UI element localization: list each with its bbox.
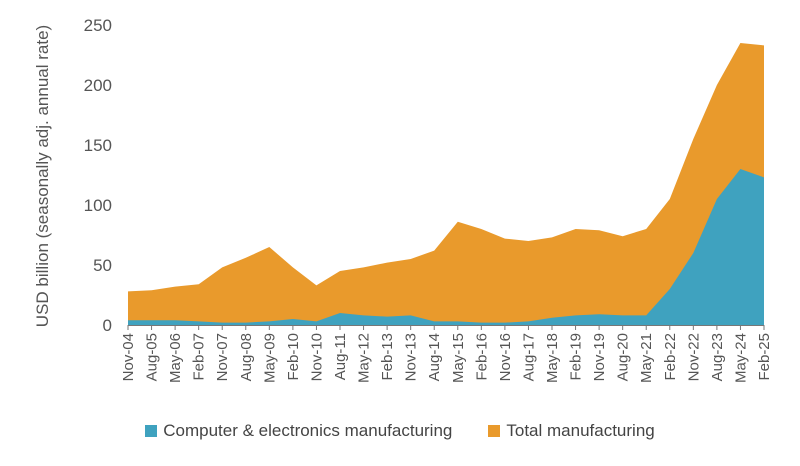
x-tick-label: May-12 <box>356 333 373 383</box>
area-computer-electronics <box>128 169 764 325</box>
x-tick-label: Aug-17 <box>520 333 537 381</box>
x-tick-label: Feb-22 <box>662 333 679 381</box>
x-tick-label: Aug-14 <box>426 333 443 381</box>
x-tick-label: Nov-16 <box>497 333 514 381</box>
x-tick-label: May-09 <box>261 333 278 383</box>
x-tick-label: Feb-07 <box>191 333 208 381</box>
x-tick-label: Feb-10 <box>285 333 302 381</box>
x-tick-label: Nov-10 <box>308 333 325 381</box>
x-tick-label: May-24 <box>732 333 749 383</box>
x-tick-label: Aug-20 <box>615 333 632 381</box>
x-tick-label: Aug-05 <box>144 333 161 381</box>
x-tick-label: Feb-13 <box>379 333 396 381</box>
x-tick-label: Nov-22 <box>685 333 702 381</box>
x-tick-label: Nov-04 <box>120 333 137 381</box>
legend-label-total: Total manufacturing <box>506 421 655 440</box>
y-tick-label: 0 <box>103 316 112 335</box>
y-axis-label: USD billion (seasonally adj. annual rate… <box>33 25 52 327</box>
y-tick-label: 250 <box>84 16 112 35</box>
area-chart: USD billion (seasonally adj. annual rate… <box>33 16 773 383</box>
y-axis: 0 50 100 150 200 250 <box>84 16 112 335</box>
y-tick-label: 200 <box>84 76 112 95</box>
legend: Computer & electronics manufacturing Tot… <box>0 421 800 441</box>
y-tick-label: 50 <box>93 256 112 275</box>
legend-label-computer: Computer & electronics manufacturing <box>163 421 453 440</box>
y-tick-label: 150 <box>84 136 112 155</box>
area-total-manufacturing <box>128 43 764 325</box>
x-axis: Nov-04 Aug-05 May-06 Feb-07 Nov-07 Aug-08 May-… <box>120 325 773 383</box>
x-tick-label: May-15 <box>450 333 467 383</box>
x-tick-label: May-06 <box>167 333 184 383</box>
x-tick-label: Feb-16 <box>473 333 490 381</box>
legend-item-total: Total manufacturing <box>488 421 655 441</box>
x-tick-label: May-18 <box>544 333 561 383</box>
x-tick-label: Feb-19 <box>568 333 585 381</box>
x-tick-label: Aug-11 <box>332 333 349 380</box>
x-tick-label: Aug-08 <box>238 333 255 381</box>
x-tick-label: Nov-19 <box>591 333 608 381</box>
x-tick-label: Feb-25 <box>756 333 773 381</box>
x-tick-label: May-21 <box>638 333 655 383</box>
legend-swatch-computer <box>145 425 158 437</box>
series-layer <box>128 43 764 325</box>
y-tick-label: 100 <box>84 196 112 215</box>
x-tick-label: Nov-13 <box>403 333 420 381</box>
legend-swatch-total <box>488 425 501 437</box>
x-tick-label: Nov-07 <box>214 333 231 381</box>
x-tick-label: Aug-23 <box>709 333 726 381</box>
legend-item-computer: Computer & electronics manufacturing <box>145 421 452 441</box>
